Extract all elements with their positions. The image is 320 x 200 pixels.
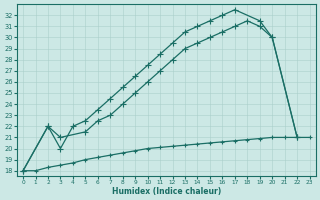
X-axis label: Humidex (Indice chaleur): Humidex (Indice chaleur) [112, 187, 221, 196]
